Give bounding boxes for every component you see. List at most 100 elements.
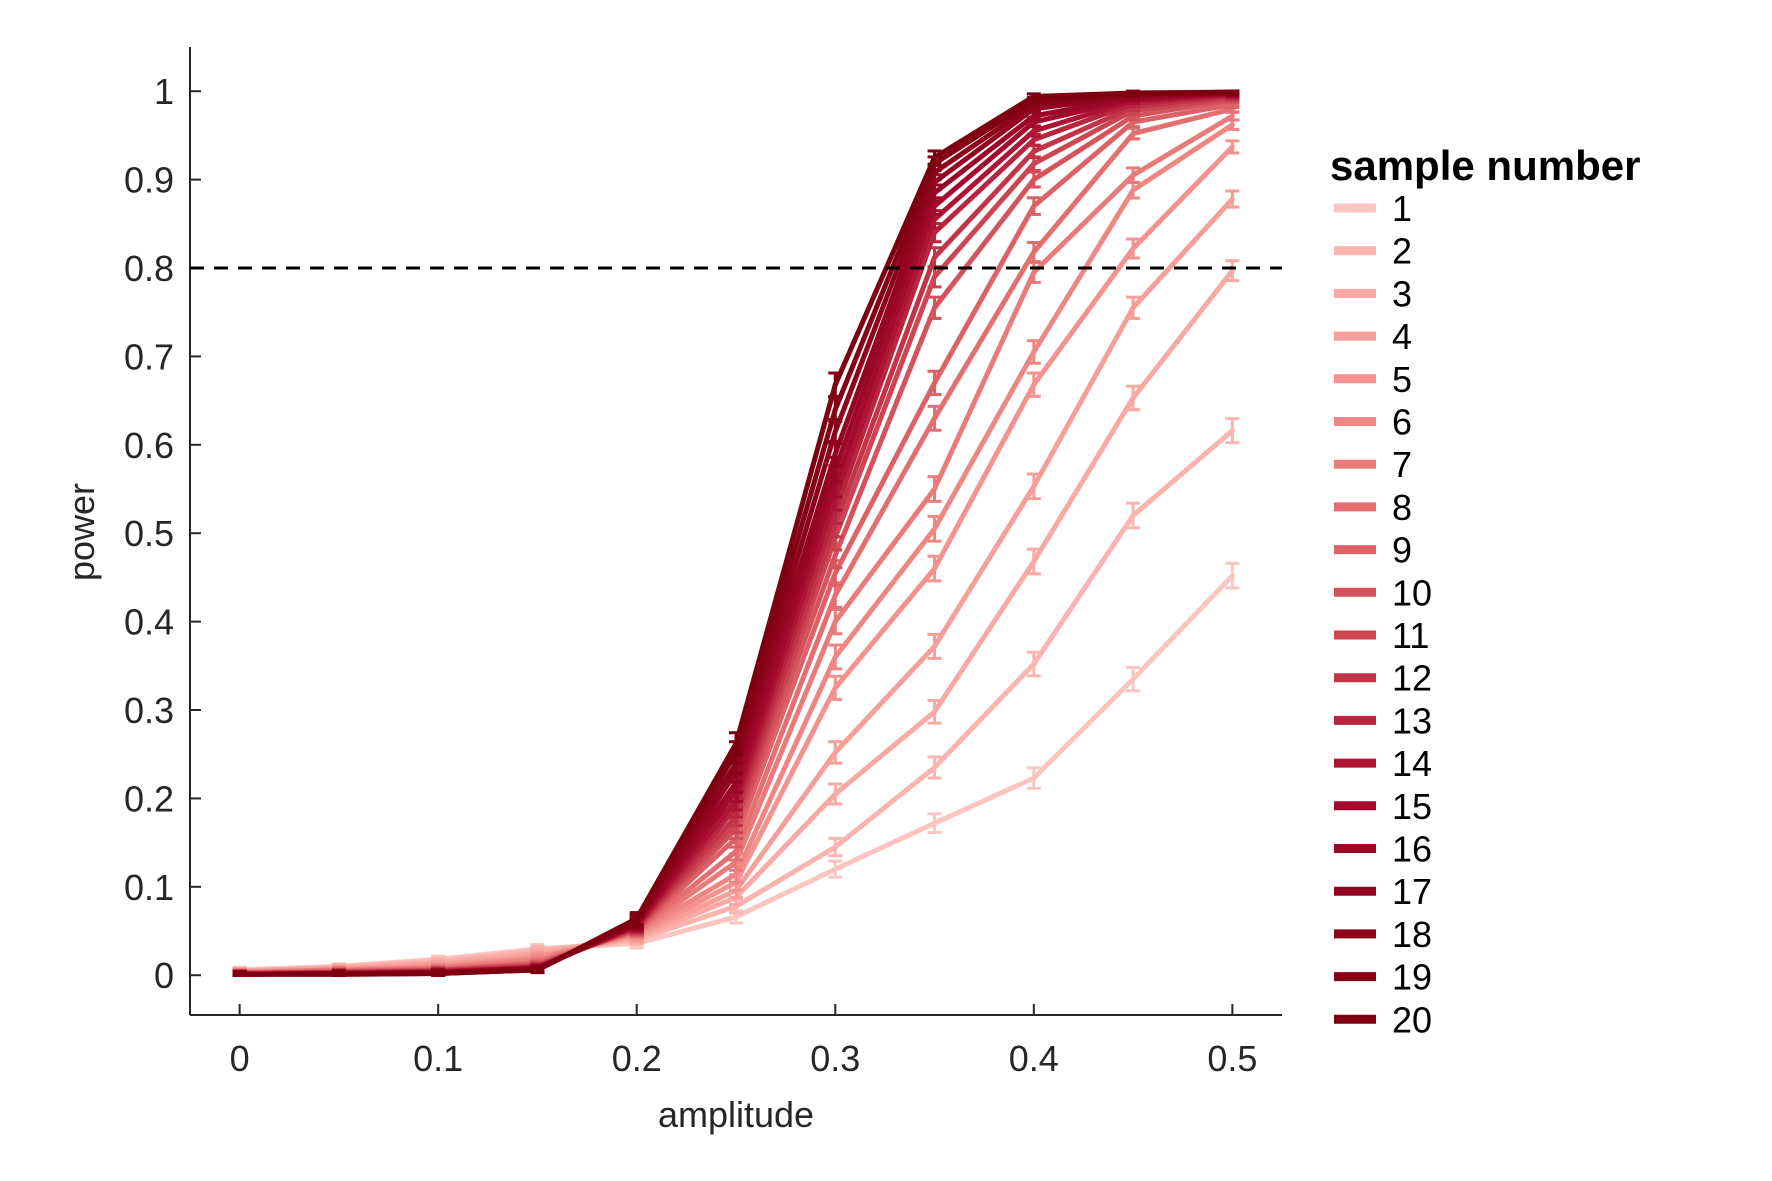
data-point [1031,203,1037,209]
data-point [932,155,938,161]
data-point [932,526,938,532]
data-point [534,967,540,973]
data-point [932,415,938,421]
data-point [832,619,838,625]
legend-label: 8 [1392,487,1412,528]
legend-item-13: 13 [1334,700,1432,741]
legend-item-15: 15 [1334,786,1432,827]
legend-item-7: 7 [1334,444,1412,485]
data-point [733,848,739,854]
data-point [1031,483,1037,489]
legend-label: 13 [1392,700,1432,741]
data-point [1031,349,1037,355]
series-layer [232,89,1240,977]
data-point [932,203,938,209]
y-tick-label: 0.6 [124,425,174,466]
y-tick-label: 0.2 [124,778,174,819]
legend-label: 2 [1392,231,1412,272]
legend-label: 10 [1392,572,1432,613]
data-point [733,871,739,877]
legend-label: 9 [1392,530,1412,571]
legend-title: sample number [1330,142,1640,189]
data-point [832,382,838,388]
data-point [932,486,938,492]
y-tick-label: 0 [154,955,174,996]
legend-label: 1 [1392,188,1412,229]
data-point [1031,161,1037,167]
x-tick-label: 0.5 [1207,1038,1257,1079]
series-20 [232,89,1240,977]
data-point [1031,661,1037,667]
data-point [832,685,838,691]
legend-label: 20 [1392,999,1432,1040]
data-point [832,866,838,872]
legend-item-11: 11 [1334,615,1429,656]
legend-item-12: 12 [1334,658,1432,699]
x-tick-label: 0.3 [810,1038,860,1079]
y-axis-label: power [61,483,102,581]
y-tick-label: 0.3 [124,690,174,731]
x-tick-label: 0 [230,1038,250,1079]
data-point [1031,558,1037,564]
data-point [832,844,838,850]
data-point [1031,148,1037,154]
legend-item-8: 8 [1334,487,1412,528]
data-point [733,741,739,747]
plot-area [190,89,1282,977]
legend-item-6: 6 [1334,402,1412,443]
y-tick-label: 0.1 [124,867,174,908]
y-ticks: 0 0.1 0.2 0.3 0.4 0.5 0.6 0.7 0.8 0.9 1 [124,71,201,996]
data-point [1229,113,1235,119]
data-point [932,230,938,236]
data-point [1130,90,1136,96]
legend-item-16: 16 [1334,829,1432,870]
y-tick-label: 0.8 [124,248,174,289]
data-point [1031,382,1037,388]
legend-item-4: 4 [1334,316,1412,357]
data-point [237,971,243,977]
data-point [832,570,838,576]
data-point [932,216,938,222]
data-point [336,971,342,977]
legend-item-10: 10 [1334,572,1432,613]
y-tick-label: 0.7 [124,336,174,377]
data-point [1130,395,1136,401]
data-point [1130,513,1136,519]
legend-item-14: 14 [1334,743,1432,784]
data-point [1229,428,1235,434]
x-tick-label: 0.4 [1009,1038,1059,1079]
legend-label: 11 [1392,615,1429,656]
data-point [932,820,938,826]
series-9 [232,99,1240,977]
legend-item-3: 3 [1334,273,1412,314]
data-point [1031,137,1037,143]
legend-label: 17 [1392,871,1432,912]
data-point [1229,196,1235,202]
data-point [1130,676,1136,682]
data-point [1031,269,1037,275]
data-point [1130,172,1136,178]
data-point [1229,144,1235,150]
data-point [1031,94,1037,100]
legend-label: 15 [1392,786,1432,827]
y-tick-label: 1 [154,71,174,112]
data-point [1130,187,1136,193]
data-point [832,482,838,488]
data-point [1229,89,1235,95]
data-point [634,916,640,922]
x-ticks: 0 0.1 0.2 0.3 0.4 0.5 [230,1004,1257,1079]
data-point [932,764,938,770]
legend-label: 3 [1392,273,1412,314]
data-point [932,643,938,649]
legend-item-9: 9 [1334,530,1412,571]
axes: 0 0.1 0.2 0.3 0.4 0.5 00.10.20.30.40.50.60.70… [61,47,1282,1135]
y-tick-label: 0.5 [124,513,174,554]
legend-item-5: 5 [1334,359,1412,400]
data-point [832,654,838,660]
data-point [1031,128,1037,134]
data-point [733,914,739,920]
legend-label: 7 [1392,444,1412,485]
x-tick-label: 0.2 [612,1038,662,1079]
